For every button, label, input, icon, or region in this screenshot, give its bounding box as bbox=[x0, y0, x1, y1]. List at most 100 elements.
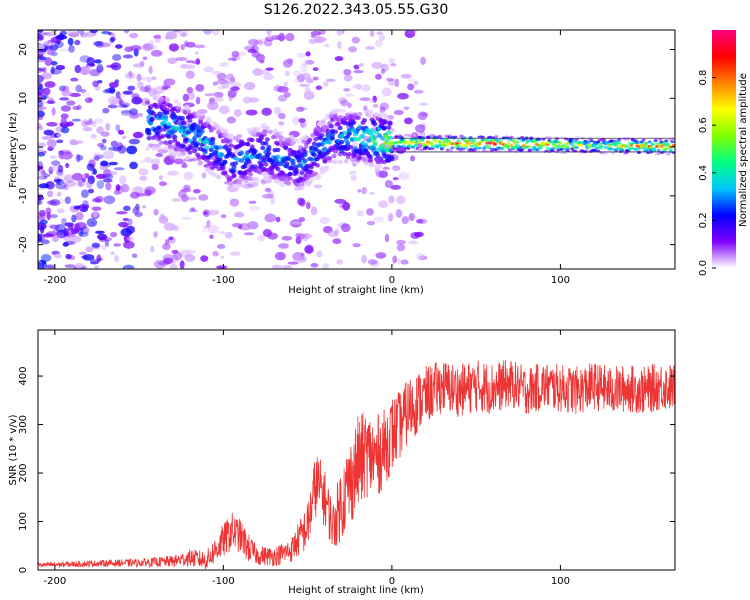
snr-y-axis-title: SNR (10 * v/v) bbox=[8, 414, 19, 485]
spectrogram-noise-cell bbox=[375, 73, 382, 80]
spectrogram-noise-cell bbox=[372, 95, 377, 103]
spectrogram-ridge-cell bbox=[157, 125, 163, 130]
spectrogram-noise-cell bbox=[306, 78, 314, 84]
spectrogram-noise-cell bbox=[370, 260, 380, 268]
spectrogram-ridge-cell bbox=[562, 147, 567, 151]
spectrogram-ridge-cell bbox=[145, 146, 151, 151]
spectrogram-noise-cell bbox=[129, 191, 140, 199]
spectrogram-ridge-cell bbox=[492, 142, 497, 146]
spectrogram-ridge-cell bbox=[172, 138, 178, 143]
spectrogram-noise-cell bbox=[387, 213, 394, 222]
spectrogram-noise-cell bbox=[352, 243, 361, 248]
spectrogram-noise-cell bbox=[38, 51, 47, 55]
spectrogram-noise-cell bbox=[123, 225, 135, 231]
spectrogram-noise-cell bbox=[151, 76, 157, 81]
spectrogram-noise-cell bbox=[42, 87, 51, 96]
spectrogram-noise-cell bbox=[56, 179, 65, 186]
spectrogram-noise-cell bbox=[81, 33, 94, 38]
spectrogram-ridge-cell bbox=[387, 120, 393, 126]
spectrogram-noise-cell bbox=[38, 201, 43, 205]
spectrogram-noise-cell bbox=[305, 51, 311, 57]
spectrogram-noise-cell bbox=[396, 239, 406, 245]
spectrogram-noise-cell bbox=[392, 176, 399, 181]
spectrogram-ridge-cell bbox=[172, 134, 178, 140]
spectrogram-ridge-cell bbox=[412, 133, 417, 137]
spectrogram-noise-cell bbox=[92, 80, 99, 88]
spectrogram-noise-cell bbox=[62, 242, 69, 247]
spectrogram-noise-cell bbox=[105, 182, 112, 191]
spectrogram-noise-cell bbox=[60, 117, 67, 125]
spectrogram-y-tick-label: -20 bbox=[18, 236, 29, 252]
spectrogram-noise-cell bbox=[132, 131, 144, 139]
spectrogram-ridge-cell bbox=[167, 103, 173, 109]
spectrogram-noise-cell bbox=[400, 259, 409, 265]
spectrogram-ridge-cell bbox=[497, 146, 502, 150]
spectrogram-ridge-cell bbox=[192, 148, 198, 154]
spectrogram-ridge-cell bbox=[617, 141, 622, 145]
spectrogram-noise-cell bbox=[59, 48, 69, 52]
spectrogram-noise-cell bbox=[85, 246, 94, 253]
spectrogram-noise-cell bbox=[168, 236, 174, 241]
spectrogram-ridge-cell bbox=[275, 154, 281, 159]
spectrogram-ridge-cell bbox=[535, 143, 540, 147]
spectrogram-noise-cell bbox=[67, 37, 74, 46]
spectrogram-noise-cell bbox=[158, 175, 164, 180]
spectrogram-noise-cell bbox=[358, 63, 365, 67]
spectrogram-noise-cell bbox=[312, 76, 319, 81]
spectrogram-noise-cell bbox=[415, 252, 424, 261]
spectrogram-ridge-cell bbox=[620, 148, 625, 152]
spectrogram-ridge-cell bbox=[630, 147, 635, 151]
spectrogram-ridge-cell bbox=[586, 143, 591, 147]
spectrogram-noise-cell bbox=[371, 61, 384, 69]
spectrogram-ridge-cell bbox=[653, 139, 658, 143]
spectrogram-noise-cell bbox=[115, 44, 123, 49]
spectrogram-noise-cell bbox=[344, 93, 355, 97]
spectrogram-noise-cell bbox=[277, 86, 289, 93]
spectrogram-noise-cell bbox=[131, 96, 143, 105]
spectrogram-ridge-cell bbox=[412, 141, 417, 144]
spectrogram-noise-cell bbox=[108, 161, 119, 166]
spectrogram-noise-cell bbox=[274, 251, 286, 261]
spectrogram-ridge-cell bbox=[195, 111, 201, 117]
spectrogram-ridge-cell bbox=[148, 121, 154, 126]
spectrogram-ridge-cell bbox=[281, 141, 287, 146]
spectrogram-noise-cell bbox=[305, 243, 314, 253]
spectrogram-noise-cell bbox=[74, 262, 84, 269]
page-title: S126.2022.343.05.55.G30 bbox=[263, 2, 449, 18]
spectrogram-ridge-cell bbox=[649, 145, 654, 149]
spectrogram-noise-cell bbox=[181, 216, 192, 220]
spectrogram-noise-cell bbox=[408, 212, 415, 221]
spectrogram-ridge-cell bbox=[149, 116, 155, 122]
spectrogram-ridge-cell bbox=[223, 144, 229, 149]
spectrogram-ridge-cell bbox=[462, 136, 467, 140]
spectrogram-noise-cell bbox=[72, 105, 80, 111]
spectrogram-ridge-cell bbox=[225, 139, 231, 144]
spectrogram-noise-cell bbox=[45, 207, 52, 216]
spectrogram-ridge-cell bbox=[252, 164, 258, 169]
spectrogram-noise-cell bbox=[395, 209, 403, 218]
spectrogram-ridge-cell bbox=[351, 120, 357, 125]
snr-y-ticks: 0 100 200 300 400 bbox=[18, 367, 675, 573]
spectrogram-noise-cell bbox=[228, 94, 233, 102]
spectrogram-noise-cell bbox=[184, 254, 196, 262]
spectrogram-noise-cell bbox=[39, 219, 48, 225]
spectrogram-ridge-cell bbox=[275, 147, 281, 153]
spectrogram-noise-cell bbox=[396, 243, 406, 252]
spectrogram-ridge-cell bbox=[589, 139, 594, 143]
spectrogram-noise-cell bbox=[350, 174, 357, 181]
spectrogram-noise-cell bbox=[73, 205, 81, 210]
spectrogram-ridge-cell bbox=[266, 147, 272, 152]
spectrogram-ridge-cell bbox=[280, 182, 286, 188]
spectrogram-ridge-cell bbox=[464, 143, 469, 147]
spectrogram-ridge-cell bbox=[667, 152, 672, 156]
spectrogram-ridge-cell bbox=[255, 126, 261, 132]
spectrogram-ridge-cell bbox=[187, 150, 193, 155]
spectrogram-noise-cell bbox=[183, 171, 194, 181]
spectrogram-noise-cell bbox=[109, 231, 118, 238]
colorbar-tick-label: 0.4 bbox=[698, 165, 709, 181]
spectrogram-noise-cell bbox=[203, 211, 208, 215]
spectrogram-ridge-cell bbox=[266, 151, 272, 156]
spectrogram-noise-cell bbox=[93, 40, 103, 47]
spectrogram-ridge-cell bbox=[163, 117, 169, 123]
spectrogram-ridge-cell bbox=[299, 185, 305, 190]
